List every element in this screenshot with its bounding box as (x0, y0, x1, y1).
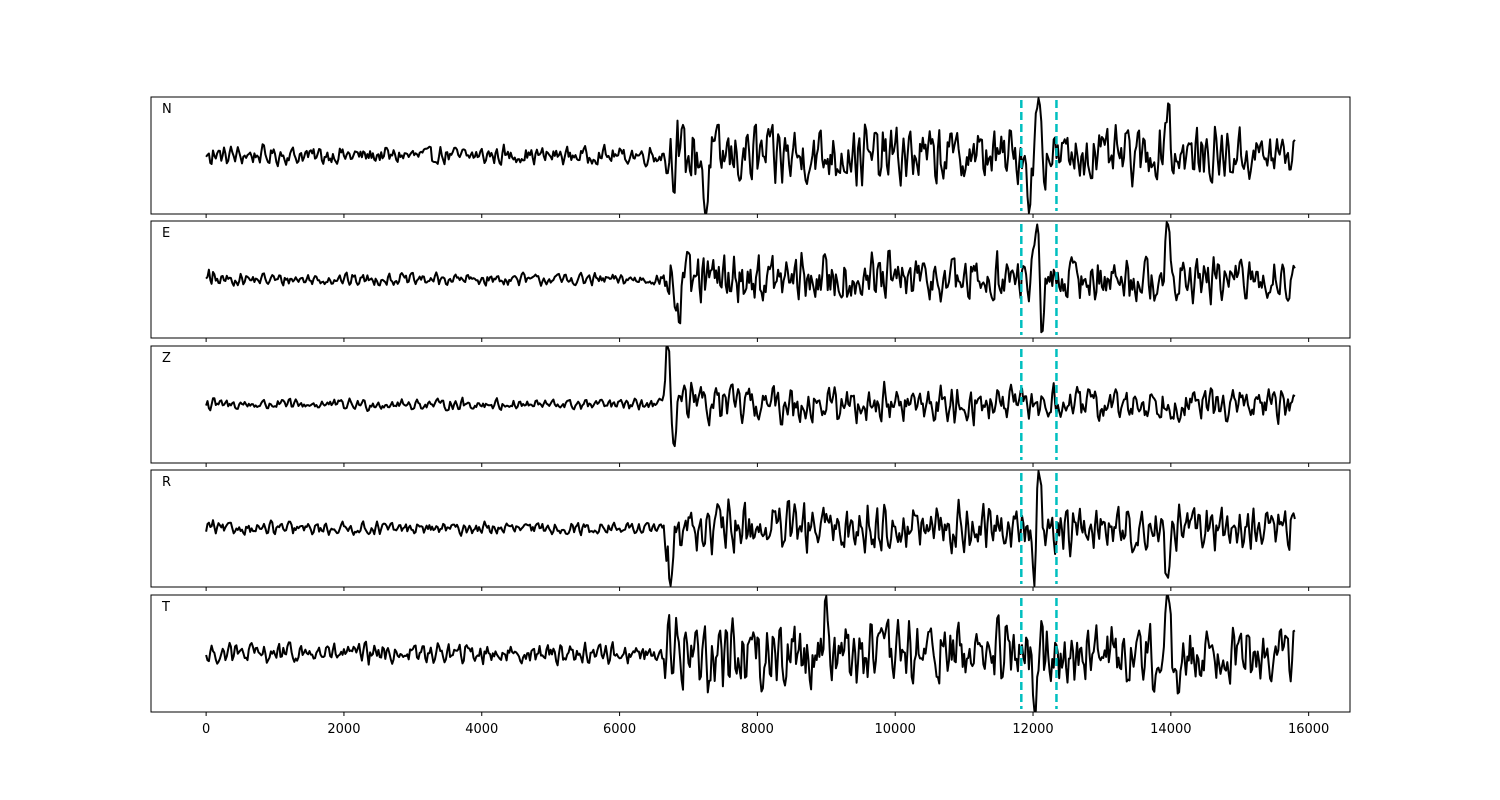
x-tick-label: 10000 (875, 722, 916, 737)
panel-e-frame (150, 220, 1351, 339)
panel-t-frame (150, 594, 1351, 713)
panel-z-label: Z (162, 351, 171, 366)
x-tick-label: 8000 (741, 722, 774, 737)
x-tick-label: 12000 (1012, 722, 1053, 737)
panel-t-label: T (161, 600, 170, 615)
panel-n-frame (150, 96, 1351, 215)
panel-n: N (150, 96, 1351, 218)
trace-line-r (205, 470, 1296, 587)
x-tick-label: 2000 (327, 722, 360, 737)
panel-r: R (150, 469, 1351, 591)
x-tick-label: 16000 (1288, 722, 1329, 737)
x-tick-label: 0 (202, 722, 210, 737)
x-tick-label: 4000 (465, 722, 498, 737)
trace-line-e (205, 221, 1296, 334)
panel-t: T (150, 594, 1351, 716)
x-axis: 0 2000 4000 6000 8000 10000 12000 14000 16000 (202, 722, 1329, 737)
trace-line-t (205, 595, 1296, 712)
trace-line-z (205, 346, 1296, 448)
panel-e-label: E (162, 226, 170, 241)
x-tick-label: 6000 (603, 722, 636, 737)
panel-r-frame (150, 469, 1351, 588)
panel-r-label: R (162, 475, 171, 490)
trace-line-n (205, 97, 1296, 214)
panel-z: Z (150, 345, 1351, 467)
panel-z-frame (150, 345, 1351, 464)
x-tick-label: 14000 (1150, 722, 1191, 737)
panel-n-label: N (162, 102, 172, 117)
panel-e: E (150, 220, 1351, 342)
